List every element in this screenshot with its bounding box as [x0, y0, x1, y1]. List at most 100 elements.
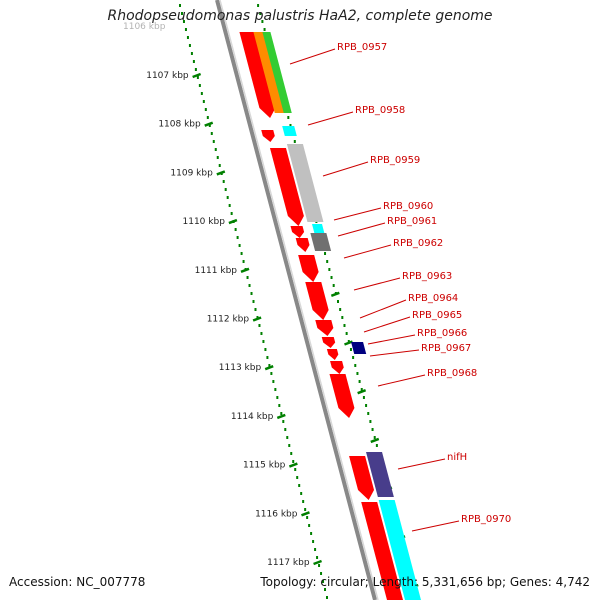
ruler-dot-right [326, 260, 329, 263]
ruler-dot-left [228, 204, 231, 207]
gene-label-leader [397, 458, 446, 470]
ruler-dot-left [258, 324, 261, 327]
ruler-dot-left [242, 260, 245, 263]
gene-label-rpb_0957: RPB_0957 [337, 42, 387, 53]
ruler-dot-left [294, 468, 297, 471]
ruler-dot-left [230, 212, 233, 215]
page-title: Rhodopseudomonas palustris HaA2, complet… [107, 8, 493, 24]
gene-label-leader [369, 349, 420, 357]
kbp-tick-right [357, 389, 367, 395]
ruler-dot-left [180, 12, 183, 15]
ruler-dot-left [308, 524, 311, 527]
gene-label-rpb_0964: RPB_0964 [408, 293, 458, 304]
kbp-tick-marks [192, 72, 419, 590]
gene-feature-cds [239, 32, 276, 118]
gene-feature-cyan [282, 126, 297, 136]
ruler-dot-left [298, 484, 301, 487]
ruler-dot-left [204, 108, 207, 111]
gene-label-nifh: nifH [447, 452, 467, 463]
ruler-dot-right [347, 340, 350, 343]
ruler-dot-left [252, 300, 255, 303]
ruler-dot-left [196, 76, 199, 79]
kbp-label: 1110 kbp [183, 217, 226, 227]
kbp-label: 1113 kbp [219, 363, 262, 373]
gene-label-leader [307, 111, 354, 126]
kbp-label: 1107 kbp [146, 71, 189, 81]
ruler-dot-left [316, 556, 319, 559]
gene-feature-nifH [366, 452, 394, 497]
gene-feature-cds [315, 320, 334, 336]
ruler-dot-left [240, 252, 243, 255]
ruler-dot-left [324, 588, 327, 591]
gene-features [239, 32, 421, 600]
ruler-dot-left [214, 148, 217, 151]
ruler-dot-left [190, 52, 193, 55]
ruler-dot-left [282, 420, 285, 423]
ruler-dot-left [268, 364, 271, 367]
ruler-dot-right [371, 428, 374, 431]
kbp-label-partial: 1106 kbp [123, 22, 166, 32]
kbp-labels: 1107 kbp 1108 kbp 1109 kbp 1110 kbp 1111 kbp… [146, 71, 310, 568]
ruler-dot-right [341, 316, 344, 319]
gene-labels: RPB_0957 RPB_0958 RPB_0959 RPB_0960 RPB_0961… [289, 42, 511, 532]
ruler-dot-left [254, 308, 257, 311]
gene-label-rpb_0962: RPB_0962 [393, 238, 443, 249]
genome-summary-text: Topology: circular; Length: 5,331,656 bp… [260, 575, 590, 589]
ruler-dot-left [280, 412, 283, 415]
kbp-tick-left [301, 511, 310, 517]
ruler-dot-right [352, 356, 355, 359]
ruler-dot-left [212, 140, 215, 143]
ruler-dot-right [345, 332, 348, 335]
ruler-dot-left [208, 124, 211, 127]
kbp-tick-left [192, 72, 202, 79]
ruler-dot-right [349, 348, 352, 351]
ruler-dot-right [293, 140, 296, 143]
kbp-tick-left [264, 365, 274, 371]
gene-feature-cds [330, 361, 344, 374]
kbp-tick-left [276, 413, 286, 420]
kbp-tick-left [216, 170, 226, 176]
kbp-label: 1116 kbp [255, 509, 298, 519]
gene-feature-cyan [378, 500, 421, 600]
ruler-dot-right [263, 28, 266, 31]
gene-label-rpb_0963: RPB_0963 [402, 271, 452, 282]
ruler-dot-left [260, 332, 263, 335]
kbp-tick-right [370, 437, 380, 444]
ruler-dot-left [288, 444, 291, 447]
ruler-dot-right [354, 364, 357, 367]
ruler-dot-right [289, 124, 292, 127]
kbp-tick-right [344, 340, 353, 346]
kbp-label: 1109 kbp [170, 168, 213, 178]
ruler-dot-left [200, 92, 203, 95]
ruler-dot-left [246, 276, 249, 279]
ruler-dot-left [264, 348, 267, 351]
gene-feature-navy [351, 342, 367, 354]
ruler-dot-left [262, 340, 265, 343]
gene-label-rpb_0970: RPB_0970 [461, 514, 511, 525]
ruler-dot-left [266, 356, 269, 359]
gene-label-leader [353, 277, 401, 291]
ruler-dot-left [236, 236, 239, 239]
ruler-dot-right [360, 388, 363, 391]
gene-label-leader [359, 299, 407, 319]
kbp-label: 1108 kbp [158, 120, 201, 130]
ruler-dot-left [182, 20, 185, 23]
backbone-line [215, 0, 377, 600]
ruler-dot-right [343, 324, 346, 327]
ruler-dot-right [324, 252, 327, 255]
ruler-dot-left [302, 500, 305, 503]
gene-label-rpb_0958: RPB_0958 [355, 105, 405, 116]
ruler-dot-left [202, 100, 205, 103]
ruler-dot-left [296, 476, 299, 479]
ruler-dot-right [332, 284, 335, 287]
ruler-dot-right [369, 420, 372, 423]
gene-label-rpb_0961: RPB_0961 [387, 216, 437, 227]
gene-label-rpb_0960: RPB_0960 [383, 201, 433, 212]
kbp-tick-right [330, 291, 340, 297]
gene-feature-cds [269, 148, 304, 226]
ruler-dot-left [270, 372, 273, 375]
ruler-dot-left [250, 292, 253, 295]
backbone-highlight [219, 0, 379, 600]
ruler-dot-left [322, 580, 325, 583]
accession-text: Accession: NC_007778 [9, 575, 146, 589]
